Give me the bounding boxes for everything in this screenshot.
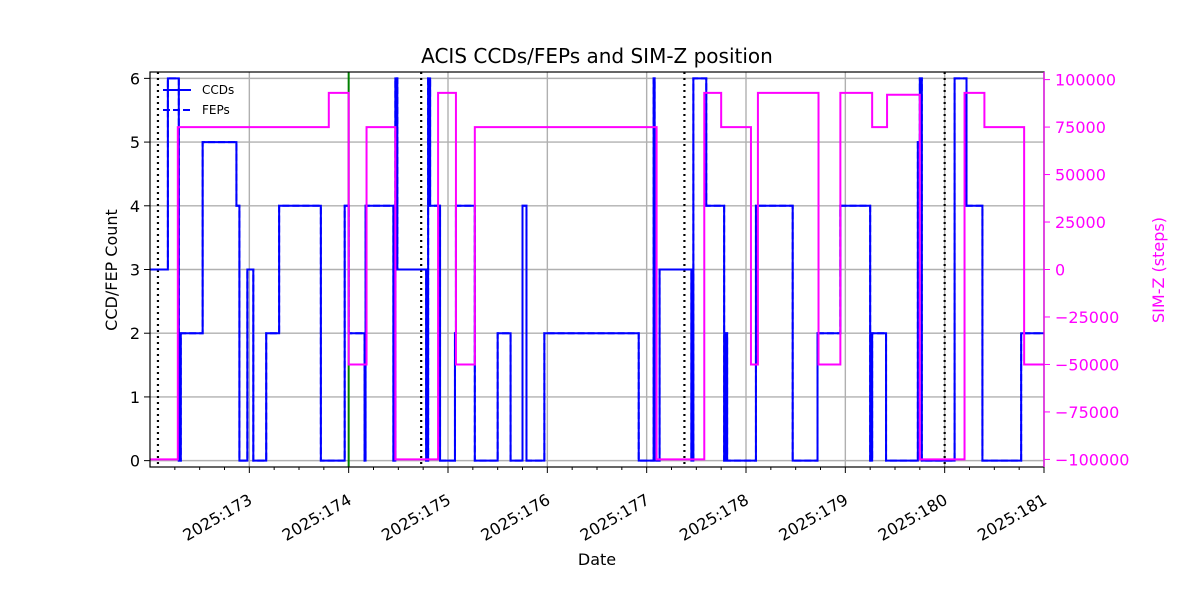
y2-tick-label: 50000 (1055, 166, 1106, 185)
series-feps-line (150, 77, 1044, 462)
legend-ccd-label: CCDs (202, 83, 234, 97)
y2-axis-ticks: −100000 −75000 −50000 −25000 0 25000 50000 7500… (1043, 71, 1129, 469)
y2-axis-label: SIM-Z (steps) (1149, 217, 1168, 323)
legend: CCDs FEPs (163, 83, 234, 117)
y-tick-label: 0 (130, 452, 140, 471)
y-tick-label: 4 (130, 197, 140, 216)
y2-tick-label: 25000 (1055, 213, 1106, 232)
series (150, 77, 1044, 462)
series-sim-z-line (150, 91, 1044, 461)
legend-fep-label: FEPs (202, 103, 230, 117)
y2-tick-label: 100000 (1055, 71, 1116, 90)
y-tick-label: 6 (130, 69, 140, 88)
chart-title: ACIS CCDs/FEPs and SIM-Z position (421, 44, 773, 68)
x-axis-label: Date (578, 550, 616, 569)
y2-tick-label: −100000 (1055, 450, 1129, 469)
y2-tick-label: −75000 (1055, 403, 1119, 422)
y-tick-label: 2 (130, 324, 140, 343)
y-axis-ticks: 0 1 2 3 4 5 6 (130, 69, 150, 471)
y2-tick-label: 75000 (1055, 118, 1106, 137)
y-tick-label: 5 (130, 133, 140, 152)
y2-tick-label: 0 (1055, 261, 1065, 280)
y2-tick-label: −50000 (1055, 355, 1119, 374)
y-tick-label: 1 (130, 388, 140, 407)
y-axis-label: CCD/FEP Count (102, 209, 121, 331)
y-tick-label: 3 (130, 261, 140, 280)
y2-tick-label: −25000 (1055, 308, 1119, 327)
